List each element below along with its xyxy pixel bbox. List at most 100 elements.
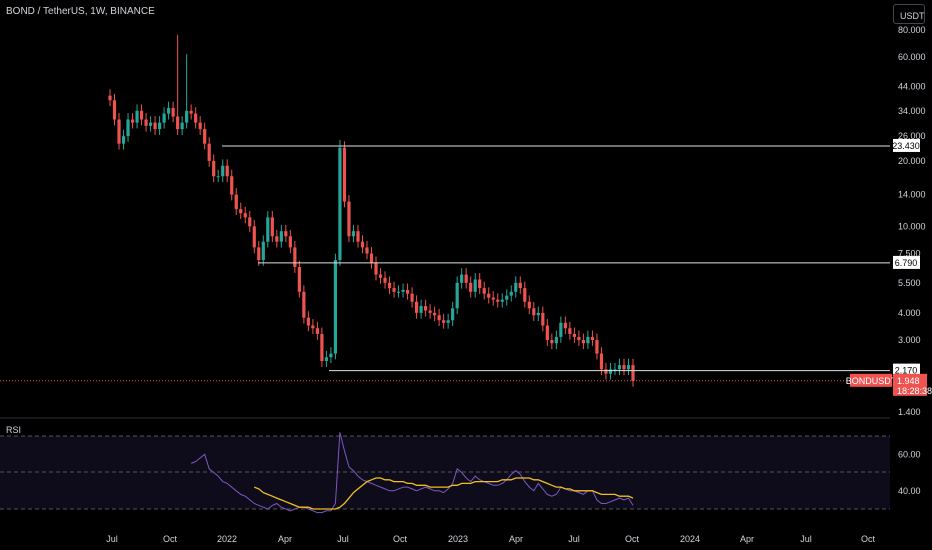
- candle: [545, 319, 549, 346]
- time-axis-tick: Apr: [509, 534, 523, 544]
- candle: [433, 306, 437, 322]
- candle-body: [550, 340, 554, 344]
- candle: [572, 327, 576, 343]
- price-axis-tick: 7.500: [898, 249, 921, 259]
- candle-body: [333, 260, 338, 354]
- candle-body: [518, 282, 522, 289]
- candle: [586, 330, 590, 350]
- candle-body: [306, 317, 310, 326]
- candle: [257, 241, 261, 266]
- candle: [293, 241, 297, 273]
- candle: [135, 104, 139, 129]
- candle: [405, 283, 410, 300]
- candle: [424, 299, 428, 317]
- candle-body: [572, 333, 576, 337]
- level-price-label: 6.790: [895, 258, 918, 268]
- candle: [550, 333, 554, 350]
- candle: [221, 159, 225, 183]
- candle-body: [514, 282, 518, 292]
- candle-body: [248, 217, 252, 227]
- currency-button[interactable]: USDT: [893, 4, 925, 24]
- candle: [148, 116, 153, 132]
- candle: [297, 260, 301, 298]
- candle-body: [577, 336, 581, 341]
- time-axis-tick: Jul: [337, 534, 349, 544]
- candle: [338, 139, 342, 266]
- candle-body: [126, 119, 130, 137]
- candle: [387, 276, 392, 294]
- candle: [126, 113, 130, 142]
- candle: [514, 276, 518, 298]
- price-axis-tick: 3.000: [898, 335, 921, 345]
- price-axis-tick: 5.500: [898, 278, 921, 288]
- candle-body: [302, 291, 306, 318]
- candle: [536, 306, 540, 322]
- time-axis-tick: 2022: [217, 534, 237, 544]
- candle: [288, 229, 292, 254]
- candle-body: [563, 322, 567, 329]
- candle: [473, 273, 477, 298]
- candle-body: [387, 282, 392, 289]
- candle-body: [451, 308, 455, 321]
- candle: [451, 301, 455, 327]
- candle-body: [419, 306, 423, 313]
- candle-body: [617, 365, 622, 370]
- candle-body: [360, 241, 365, 248]
- candle-body: [171, 108, 175, 117]
- candle-body: [410, 293, 414, 302]
- candle-body: [252, 226, 256, 248]
- candle-body: [257, 247, 261, 261]
- price-axis-tick: 4.000: [898, 308, 921, 318]
- candle: [248, 210, 252, 233]
- candle-body: [293, 247, 297, 268]
- candle-body: [378, 274, 383, 278]
- candle-body: [135, 110, 139, 123]
- candle-body: [356, 231, 360, 242]
- candle: [559, 316, 563, 343]
- candle-body: [198, 122, 202, 130]
- candle: [401, 283, 405, 298]
- price-axis-tick: 14.000: [898, 190, 926, 200]
- candle-body: [279, 231, 283, 242]
- level-price-tag: [893, 138, 920, 152]
- candle: [464, 268, 468, 289]
- candle-body: [216, 176, 220, 178]
- candle: [626, 358, 631, 376]
- candle: [532, 301, 536, 322]
- candle: [487, 287, 491, 304]
- candle-body: [230, 176, 234, 195]
- candle: [396, 285, 401, 298]
- candle-body: [338, 147, 342, 261]
- candle: [414, 295, 419, 319]
- candle: [509, 285, 513, 302]
- candle-body: [144, 119, 148, 126]
- candle: [180, 116, 184, 135]
- candle-body: [108, 95, 112, 101]
- candle: [157, 116, 162, 135]
- candle-body: [608, 369, 613, 374]
- candle: [581, 333, 586, 350]
- candle-body: [139, 110, 144, 120]
- candle: [194, 107, 198, 129]
- candle-body: [509, 291, 513, 296]
- candle-body: [613, 369, 617, 371]
- candle-body: [180, 122, 184, 130]
- candle-body: [437, 315, 441, 321]
- candle-body: [428, 310, 432, 313]
- candle: [266, 210, 270, 248]
- candle-body: [464, 274, 468, 283]
- symbol-label: BONDUSDT: [846, 376, 897, 386]
- candle-body: [491, 297, 495, 300]
- price-axis-tick: 10.000: [898, 221, 926, 231]
- candle-body: [527, 301, 531, 309]
- candle: [608, 362, 613, 380]
- candle-body: [351, 231, 356, 237]
- candle-body: [532, 308, 536, 316]
- candle-body: [284, 231, 288, 237]
- candle: [563, 316, 567, 335]
- candle: [568, 321, 572, 340]
- candle-body: [469, 282, 473, 292]
- candle-body: [383, 277, 387, 283]
- candle-body: [401, 289, 405, 292]
